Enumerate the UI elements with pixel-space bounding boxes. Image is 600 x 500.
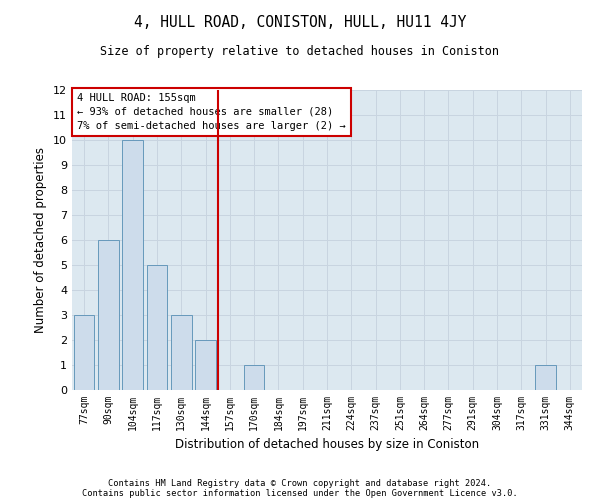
X-axis label: Distribution of detached houses by size in Coniston: Distribution of detached houses by size … <box>175 438 479 452</box>
Y-axis label: Number of detached properties: Number of detached properties <box>34 147 47 333</box>
Text: 4 HULL ROAD: 155sqm
← 93% of detached houses are smaller (28)
7% of semi-detache: 4 HULL ROAD: 155sqm ← 93% of detached ho… <box>77 93 346 131</box>
Bar <box>122 140 143 390</box>
Text: Size of property relative to detached houses in Coniston: Size of property relative to detached ho… <box>101 45 499 58</box>
Text: 4, HULL ROAD, CONISTON, HULL, HU11 4JY: 4, HULL ROAD, CONISTON, HULL, HU11 4JY <box>134 15 466 30</box>
Bar <box>98 240 119 390</box>
Bar <box>146 265 167 390</box>
Bar <box>535 365 556 390</box>
Bar <box>74 315 94 390</box>
Bar <box>171 315 191 390</box>
Bar <box>244 365 265 390</box>
Text: Contains public sector information licensed under the Open Government Licence v3: Contains public sector information licen… <box>82 488 518 498</box>
Text: Contains HM Land Registry data © Crown copyright and database right 2024.: Contains HM Land Registry data © Crown c… <box>109 478 491 488</box>
Bar <box>195 340 216 390</box>
